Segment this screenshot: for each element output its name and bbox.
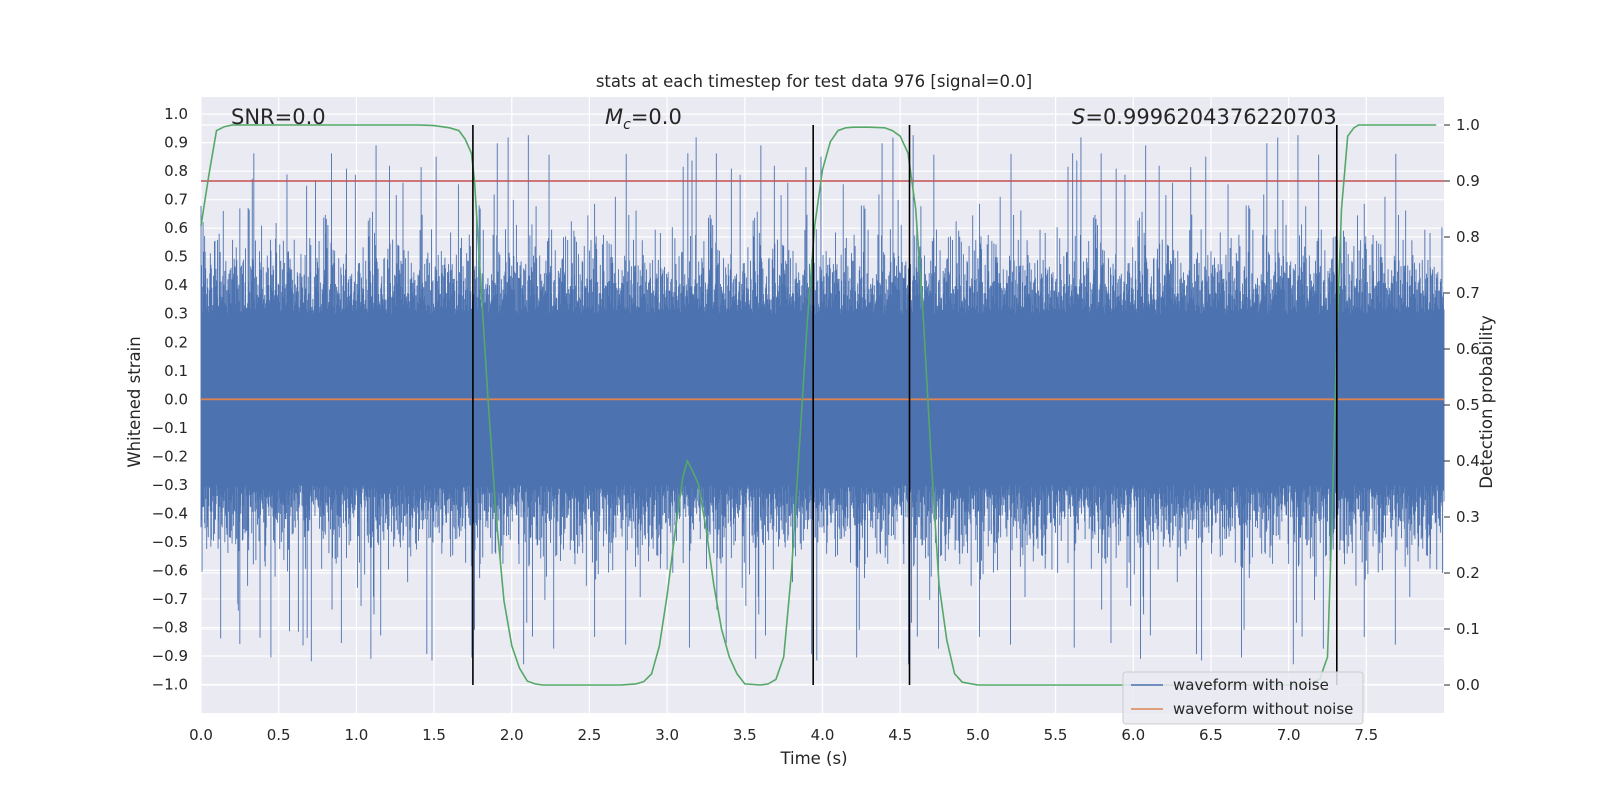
y-tick-label-left: 0.2 <box>164 333 188 351</box>
y-tick-label-left: −0.2 <box>152 447 188 465</box>
y-tick-label-left: −0.1 <box>152 419 188 437</box>
x-tick-label: 2.0 <box>500 726 524 744</box>
y-tick-label-left: −0.3 <box>152 476 188 494</box>
y-tick-label-left: −0.4 <box>152 504 188 522</box>
y-tick-label-left: −0.5 <box>152 533 188 551</box>
y-tick-label-right: 0.3 <box>1456 508 1480 526</box>
y-tick-label-right: 0.5 <box>1456 396 1480 414</box>
x-axis-label: Time (s) <box>779 749 847 768</box>
y-axis-right-label: Detection probability <box>1477 315 1496 489</box>
y-tick-label-left: 0.7 <box>164 191 188 209</box>
y-tick-label-left: 0.8 <box>164 162 188 180</box>
y-tick-label-left: 0.0 <box>164 390 188 408</box>
y-tick-label-left: 1.0 <box>164 105 188 123</box>
y-tick-label-right: 0.9 <box>1456 172 1480 190</box>
y-tick-label-right: 0.7 <box>1456 284 1480 302</box>
legend-box <box>1122 671 1364 725</box>
legend-label-noise: waveform with noise <box>1173 676 1329 694</box>
x-tick-label: 5.5 <box>1044 726 1068 744</box>
s-value: =0.9996204376220703 <box>1085 105 1336 129</box>
x-tick-label: 0.0 <box>189 726 213 744</box>
chirp-mass-annotation: Mc=0.0 <box>605 105 682 133</box>
snr-annotation: SNR=0.0 <box>231 105 326 129</box>
x-tick-label: 7.0 <box>1277 726 1301 744</box>
y-tick-label-right: 0.0 <box>1456 676 1480 694</box>
y-axis-left-label: Whitened strain <box>125 336 144 467</box>
legend-label-clean: waveform without noise <box>1173 700 1353 718</box>
x-tick-label: 6.0 <box>1121 726 1145 744</box>
s-symbol: S <box>1072 105 1085 129</box>
y-tick-label-left: 0.3 <box>164 305 188 323</box>
x-tick-label: 4.5 <box>888 726 912 744</box>
y-tick-label-left: 0.1 <box>164 362 188 380</box>
y-tick-label-right: 0.2 <box>1456 564 1480 582</box>
x-tick-label: 7.5 <box>1354 726 1378 744</box>
y-tick-label-left: 0.5 <box>164 248 188 266</box>
x-tick-label: 0.5 <box>267 726 291 744</box>
chart-title: stats at each timestep for test data 976… <box>596 72 1032 91</box>
x-tick-label: 6.5 <box>1199 726 1223 744</box>
y-tick-label-left: 0.9 <box>164 134 188 152</box>
y-tick-label-right: 0.6 <box>1456 340 1480 358</box>
y-tick-label-right: 0.8 <box>1456 228 1480 246</box>
y-tick-label-right: 0.1 <box>1456 620 1480 638</box>
y-tick-label-right: 1.0 <box>1456 116 1480 134</box>
y-tick-label-left: 0.4 <box>164 276 188 294</box>
x-tick-label: 5.0 <box>966 726 990 744</box>
x-tick-label: 3.0 <box>655 726 679 744</box>
chirp-mass-subscript: c <box>623 117 631 133</box>
x-tick-label: 1.5 <box>422 726 446 744</box>
x-tick-label: 1.0 <box>344 726 368 744</box>
y-tick-label-left: −0.9 <box>152 647 188 665</box>
y-tick-label-left: −1.0 <box>152 675 188 693</box>
y-tick-label-left: −0.8 <box>152 618 188 636</box>
y-tick-label-right: 0.4 <box>1456 452 1480 470</box>
x-tick-label: 4.0 <box>811 726 835 744</box>
chirp-mass-symbol: M <box>605 105 623 129</box>
y-tick-label-left: −0.6 <box>152 561 188 579</box>
s-annotation: S=0.9996204376220703 <box>1072 105 1337 129</box>
x-tick-label: 2.5 <box>578 726 602 744</box>
series-detection-probability <box>200 124 1437 686</box>
x-tick-label: 3.5 <box>733 726 757 744</box>
series-waveform-with-noise <box>200 135 1445 665</box>
y-tick-label-left: 0.6 <box>164 219 188 237</box>
y-tick-label-left: −0.7 <box>152 590 188 608</box>
chirp-mass-value: =0.0 <box>631 105 682 129</box>
legend: waveform with noise waveform without noi… <box>1122 671 1364 725</box>
